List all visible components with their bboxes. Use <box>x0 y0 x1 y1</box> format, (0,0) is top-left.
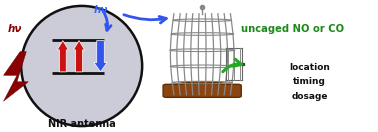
Text: location
timing
dosage: location timing dosage <box>289 63 330 101</box>
Text: uncaged NO or CO: uncaged NO or CO <box>241 24 344 34</box>
Ellipse shape <box>166 82 239 97</box>
Polygon shape <box>94 41 107 72</box>
Text: NIR antenna: NIR antenna <box>48 119 116 129</box>
FancyBboxPatch shape <box>163 84 241 97</box>
Text: hν: hν <box>8 24 22 34</box>
Text: hν: hν <box>93 5 108 15</box>
Polygon shape <box>73 41 85 72</box>
Polygon shape <box>3 52 28 101</box>
Polygon shape <box>57 41 68 72</box>
Ellipse shape <box>21 6 142 126</box>
